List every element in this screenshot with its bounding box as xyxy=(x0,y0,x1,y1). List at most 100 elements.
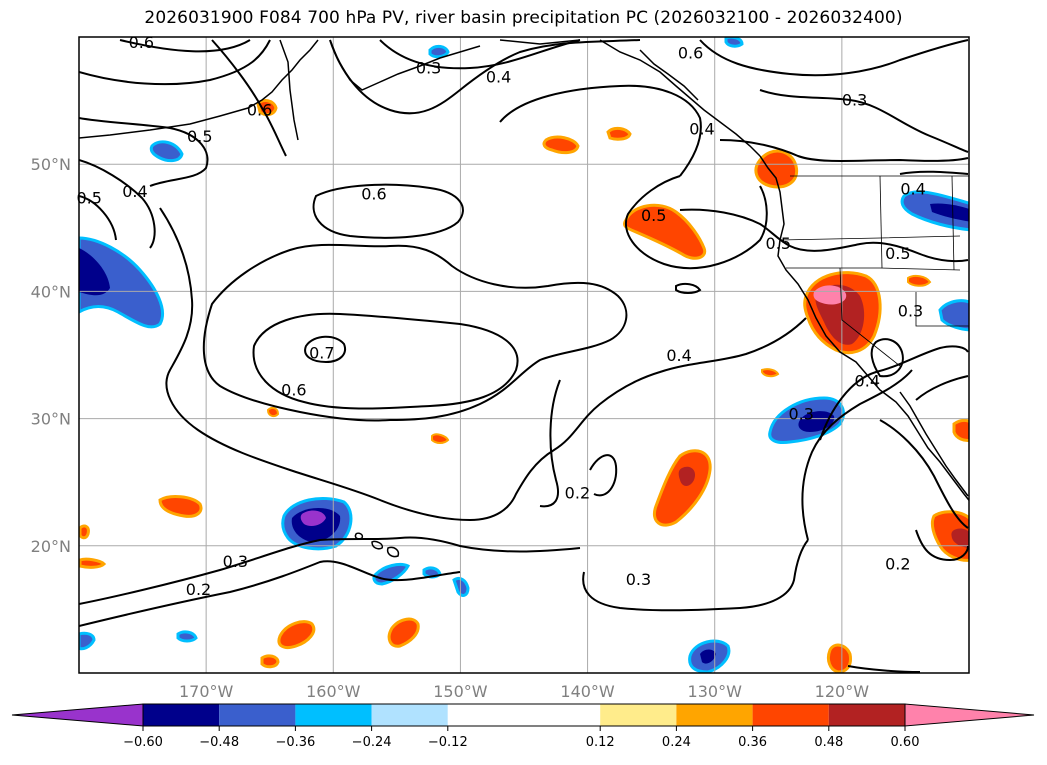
colorbar-ticks: −0.60 −0.48 −0.36 −0.24 −0.12 0.12 0.24 0.36 0.4… xyxy=(123,726,919,750)
state-borders xyxy=(779,175,969,367)
colorbar-tick-label: 0.12 xyxy=(586,735,615,750)
x-axis-ticks: 170°W 160°W 150°W 140°W 130°W 120°W xyxy=(179,682,869,701)
precip-blob xyxy=(260,654,280,669)
contour-label: 0.3 xyxy=(626,570,651,589)
contour-label: 0.2 xyxy=(565,483,590,502)
contour-label: 0.3 xyxy=(898,301,923,320)
precip-blob xyxy=(606,126,632,141)
contour-label: 0.6 xyxy=(281,380,306,399)
x-tick-label: 150°W xyxy=(433,682,488,701)
precip-blob xyxy=(428,44,450,59)
precip-blob xyxy=(79,236,165,329)
precip-blob xyxy=(813,285,847,305)
precip-blob xyxy=(176,630,198,643)
precip-blob xyxy=(678,466,696,486)
x-tick-label: 160°W xyxy=(306,682,361,701)
x-tick-label: 120°W xyxy=(815,682,870,701)
contour-label: 0.4 xyxy=(900,179,925,198)
colorbar-tick-label: −0.60 xyxy=(123,735,163,750)
colorbar-tick-label: −0.48 xyxy=(199,735,239,750)
contour-label: 0.4 xyxy=(666,346,691,365)
y-tick-label: 50°N xyxy=(31,155,71,174)
colorbar-extend-max xyxy=(904,703,1035,727)
contour-label: 0.6 xyxy=(361,184,386,203)
colorbar-segment xyxy=(600,704,677,726)
contour-label: 0.3 xyxy=(788,405,813,424)
colorbar-tick-label: −0.12 xyxy=(428,735,468,750)
precip-blob xyxy=(79,631,96,651)
colorbar-segment xyxy=(828,704,905,726)
grid-lines xyxy=(79,37,969,673)
precip-blob xyxy=(724,37,744,48)
precip-blob xyxy=(158,495,203,518)
precip-blob xyxy=(79,524,90,540)
colorbar-tick-label: 0.24 xyxy=(662,735,691,750)
contour-label: 0.5 xyxy=(641,206,666,225)
precip-blob xyxy=(431,433,450,444)
colorbar-segment xyxy=(219,704,296,726)
precip-blob xyxy=(300,510,326,526)
contour-label: 0.3 xyxy=(223,552,248,571)
precip-blob xyxy=(653,449,712,527)
colorbar-tick-label: 0.48 xyxy=(814,735,843,750)
contour-label: 0.6 xyxy=(129,33,154,52)
precip-blob xyxy=(754,149,799,189)
contour-label: 0.2 xyxy=(186,580,211,599)
colorbar-tick-label: 0.36 xyxy=(738,735,767,750)
contour-label: 0.5 xyxy=(885,244,910,263)
colorbar-extend-min xyxy=(11,703,144,727)
contour-label: 0.4 xyxy=(122,182,147,201)
precip-blob xyxy=(930,203,969,222)
contour-label: 0.4 xyxy=(486,67,511,86)
precip-shading xyxy=(79,37,969,673)
precip-blob xyxy=(387,617,420,648)
x-tick-label: 130°W xyxy=(688,682,743,701)
precip-blob xyxy=(761,368,780,378)
y-tick-label: 40°N xyxy=(31,282,71,301)
precip-blob xyxy=(542,135,580,155)
contour-label: 0.4 xyxy=(855,371,880,390)
contour-labels: 0.6 0.3 0.4 0.6 0.6 0.5 0.4 0.3 0.5 0.4 0.6 0.5 0.4 0… xyxy=(76,33,925,599)
colorbar-segment xyxy=(447,704,601,726)
precip-blob xyxy=(907,274,932,287)
contour-label: 0.7 xyxy=(309,343,334,362)
precip-blob xyxy=(622,203,707,260)
contour-label: 0.6 xyxy=(678,43,703,62)
colorbar xyxy=(11,703,1035,727)
y-axis-ticks: 50°N 40°N 30°N 20°N xyxy=(31,155,71,556)
colorbar-tick-label: 0.60 xyxy=(891,735,920,750)
y-tick-label: 30°N xyxy=(31,410,71,429)
y-tick-label: 20°N xyxy=(31,537,71,556)
colorbar-segment xyxy=(371,704,448,726)
colorbar-segment xyxy=(143,704,220,726)
colorbar-segment xyxy=(752,704,829,726)
x-tick-label: 140°W xyxy=(560,682,615,701)
contour-label: 0.5 xyxy=(76,188,101,207)
precip-blob xyxy=(952,418,969,442)
pv-contours xyxy=(79,39,969,673)
colorbar-segment xyxy=(676,704,753,726)
colorbar-tick-label: −0.36 xyxy=(275,735,315,750)
x-tick-label: 170°W xyxy=(179,682,234,701)
contour-label: 0.5 xyxy=(187,127,212,146)
contour-label: 0.3 xyxy=(416,59,441,78)
contour-label: 0.2 xyxy=(885,555,910,574)
precip-blob xyxy=(266,406,280,418)
precip-blob xyxy=(79,248,110,296)
contour-label: 0.6 xyxy=(247,101,272,120)
precip-blob xyxy=(452,576,470,597)
precip-blob xyxy=(700,649,716,664)
contour-label: 0.4 xyxy=(689,120,714,139)
map-frame xyxy=(78,36,970,674)
contour-label: 0.3 xyxy=(842,90,867,109)
precip-blob xyxy=(256,99,278,117)
colorbar-tick-label: −0.24 xyxy=(352,735,392,750)
chart-title: 2026031900 F084 700 hPa PV, river basin … xyxy=(144,8,903,28)
contour-label: 0.5 xyxy=(766,234,791,253)
colorbar-outline xyxy=(142,703,906,727)
precip-blob xyxy=(149,140,184,163)
precip-blob xyxy=(79,557,107,569)
precip-blob xyxy=(372,562,411,586)
colorbar-segment xyxy=(295,704,372,726)
